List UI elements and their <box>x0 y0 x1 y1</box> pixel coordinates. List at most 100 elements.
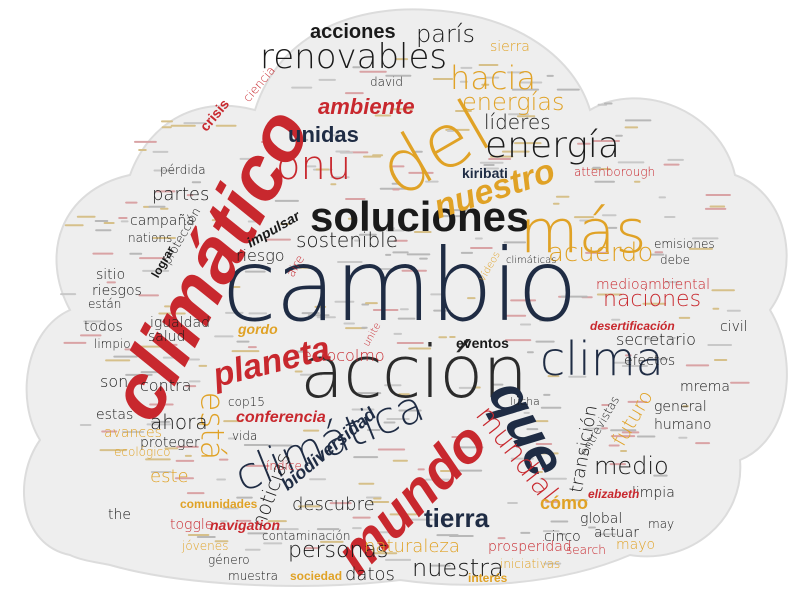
filler-mark <box>663 163 680 166</box>
filler-mark <box>519 323 532 326</box>
filler-mark <box>516 115 536 118</box>
filler-mark <box>535 442 553 445</box>
filler-mark <box>64 224 84 227</box>
word-kiribati: kiribati <box>462 165 508 181</box>
filler-mark <box>160 207 169 210</box>
word-contaminacion: contaminación <box>262 529 351 543</box>
filler-mark <box>389 165 405 168</box>
filler-mark <box>223 420 244 423</box>
word-actuar: actuar <box>594 525 639 541</box>
filler-mark <box>585 251 609 254</box>
word-attenborough: attenborough <box>574 165 656 179</box>
word-salud: salud <box>148 329 186 345</box>
filler-mark <box>507 501 518 504</box>
filler-mark <box>514 142 542 145</box>
filler-mark <box>560 295 588 298</box>
filler-mark <box>510 299 537 302</box>
filler-mark <box>558 533 566 536</box>
filler-mark <box>522 420 549 423</box>
filler-mark <box>347 217 357 220</box>
filler-mark <box>118 217 128 220</box>
filler-mark <box>712 307 720 310</box>
filler-mark <box>539 319 548 322</box>
word-medioambiental: medioambiental <box>596 277 711 293</box>
filler-mark <box>507 71 525 74</box>
filler-mark <box>664 281 679 284</box>
filler-mark <box>705 193 731 196</box>
filler-mark <box>613 361 632 364</box>
filler-mark <box>352 516 371 519</box>
word-ahora: ahora <box>150 410 208 434</box>
filler-mark <box>370 501 390 504</box>
filler-mark <box>133 140 157 143</box>
filler-mark <box>436 534 459 537</box>
word-elizabeth: elizabeth <box>588 487 640 501</box>
filler-mark <box>152 237 176 240</box>
filler-mark <box>159 343 178 346</box>
filler-mark <box>458 386 476 389</box>
filler-mark <box>713 358 728 361</box>
filler-mark <box>187 533 210 536</box>
filler-mark <box>417 468 425 471</box>
filler-mark <box>247 346 257 349</box>
word-emisiones: emisiones <box>654 237 715 251</box>
word-contra: contra <box>140 376 192 395</box>
filler-mark <box>395 58 409 61</box>
word-genero: género <box>208 553 250 567</box>
filler-mark <box>271 528 299 531</box>
filler-mark <box>493 383 504 386</box>
filler-mark <box>103 222 115 225</box>
word-acciones: acciones <box>310 21 396 43</box>
filler-mark <box>174 477 195 480</box>
filler-mark <box>140 371 161 374</box>
filler-mark <box>709 205 726 208</box>
filler-mark <box>196 314 210 317</box>
filler-mark <box>610 429 637 432</box>
word-avances: avances <box>104 425 162 441</box>
filler-mark <box>142 269 170 272</box>
filler-mark <box>460 66 473 69</box>
filler-mark <box>384 558 412 561</box>
filler-mark <box>222 507 239 510</box>
filler-mark <box>148 205 166 208</box>
word-prosperidad: prosperidad <box>488 539 572 555</box>
filler-mark <box>392 108 413 111</box>
filler-mark <box>149 403 174 406</box>
filler-mark <box>543 562 562 565</box>
filler-mark <box>534 470 543 473</box>
filler-mark <box>573 216 595 219</box>
filler-mark <box>543 393 551 396</box>
filler-mark <box>621 364 648 367</box>
filler-mark <box>384 384 402 387</box>
filler-mark <box>488 157 512 160</box>
word-medio: medio <box>594 452 669 480</box>
filler-mark <box>658 196 667 199</box>
word-acuerdo: acuerdo <box>548 238 654 268</box>
filler-mark <box>155 190 176 193</box>
filler-mark <box>138 294 159 297</box>
filler-mark <box>664 216 676 219</box>
filler-mark <box>291 138 309 141</box>
filler-mark <box>215 124 237 127</box>
filler-mark <box>601 403 610 406</box>
filler-mark <box>409 518 437 521</box>
word-descubre: descubre <box>292 494 375 515</box>
filler-mark <box>358 233 377 236</box>
filler-mark <box>239 157 262 160</box>
filler-mark <box>389 513 418 516</box>
filler-mark <box>607 226 618 229</box>
filler-mark <box>183 122 207 125</box>
filler-mark <box>198 364 208 367</box>
filler-mark <box>430 564 451 567</box>
filler-mark <box>685 364 710 367</box>
word-david: david <box>370 75 404 89</box>
filler-mark <box>396 342 424 345</box>
filler-mark <box>399 308 409 311</box>
word-global: global <box>580 511 623 527</box>
word-sierra: sierra <box>490 39 530 55</box>
filler-mark <box>101 430 118 433</box>
filler-mark <box>243 443 269 446</box>
filler-mark <box>196 536 216 539</box>
filler-mark <box>621 431 640 434</box>
